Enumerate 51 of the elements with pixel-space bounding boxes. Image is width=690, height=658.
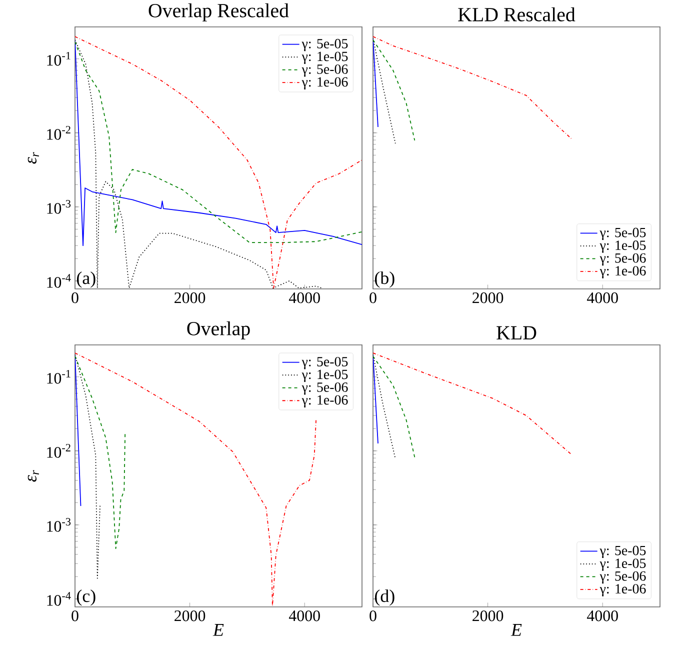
legend-label: γ: 1e-05 xyxy=(600,240,646,253)
x-tick-label: 0 xyxy=(72,292,78,304)
x-tick-label: 0 xyxy=(370,292,376,304)
y-axis-title: ε$_{r}$ xyxy=(28,152,39,164)
legend-label: γ: 5e-05 xyxy=(600,546,646,558)
y-tick-label: 10$^{-3}$ xyxy=(47,200,71,214)
x-axis-title: E xyxy=(510,624,522,636)
legend-label: γ: 5e-06 xyxy=(600,571,646,584)
y-tick-label: 10$^{-1}$ xyxy=(47,52,70,66)
chart-title: KLD Rescaled xyxy=(458,7,576,22)
y-tick-label: 10$^{-2}$ xyxy=(47,126,70,140)
annotation: (a) xyxy=(76,271,96,288)
y-tick-label: 10$^{-1}$ xyxy=(47,370,70,384)
x-axis-title: E xyxy=(212,624,224,636)
legend-label: γ: 5e-06 xyxy=(600,253,646,266)
legend-label: γ: 1e-05 xyxy=(600,558,646,571)
x-tick-label: 0 xyxy=(72,610,78,622)
x-tick-label: 0 xyxy=(370,610,376,622)
legend-label: γ: 5e-06 xyxy=(302,64,348,77)
x-tick-label: 2000 xyxy=(174,292,206,304)
legend-label: γ: 5e-06 xyxy=(302,382,348,395)
y-tick-label: 10$^{-3}$ xyxy=(47,518,71,532)
y-axis-title: ε$_{r}$ xyxy=(28,470,39,482)
x-tick-label: 4000 xyxy=(288,292,320,304)
line-series xyxy=(75,352,317,607)
legend-label: γ: 1e-05 xyxy=(302,370,348,382)
legend-label: γ: 1e-05 xyxy=(302,52,348,64)
legend-label: γ: 1e-06 xyxy=(302,395,348,408)
legend-label: γ: 5e-05 xyxy=(302,356,348,370)
annotation: (d) xyxy=(374,589,394,606)
annotation: (c) xyxy=(76,589,96,606)
chart-title: Overlap xyxy=(187,321,250,340)
legend-label: γ: 1e-06 xyxy=(600,584,646,596)
legend-label: γ: 5e-05 xyxy=(302,38,348,52)
line-series xyxy=(75,356,126,549)
x-tick-label: 4000 xyxy=(586,610,618,622)
y-tick-label: 10$^{-4}$ xyxy=(47,592,71,606)
legend-label: γ: 1e-06 xyxy=(600,266,646,278)
chart-title: Overlap Rescaled xyxy=(148,3,289,22)
x-tick-label: 2000 xyxy=(472,610,504,622)
line-series xyxy=(75,354,101,579)
chart-title: KLD xyxy=(496,326,536,340)
y-tick-label: 10$^{-4}$ xyxy=(47,274,71,288)
x-tick-label: 4000 xyxy=(586,292,618,304)
y-tick-label: 10$^{-2}$ xyxy=(47,444,70,458)
annotation: (b) xyxy=(374,271,394,288)
legend-label: γ: 5e-05 xyxy=(600,228,646,240)
legend-label: γ: 1e-06 xyxy=(302,77,348,90)
x-tick-label: 2000 xyxy=(174,610,206,622)
x-tick-label: 2000 xyxy=(472,292,504,304)
x-tick-label: 4000 xyxy=(288,610,320,622)
